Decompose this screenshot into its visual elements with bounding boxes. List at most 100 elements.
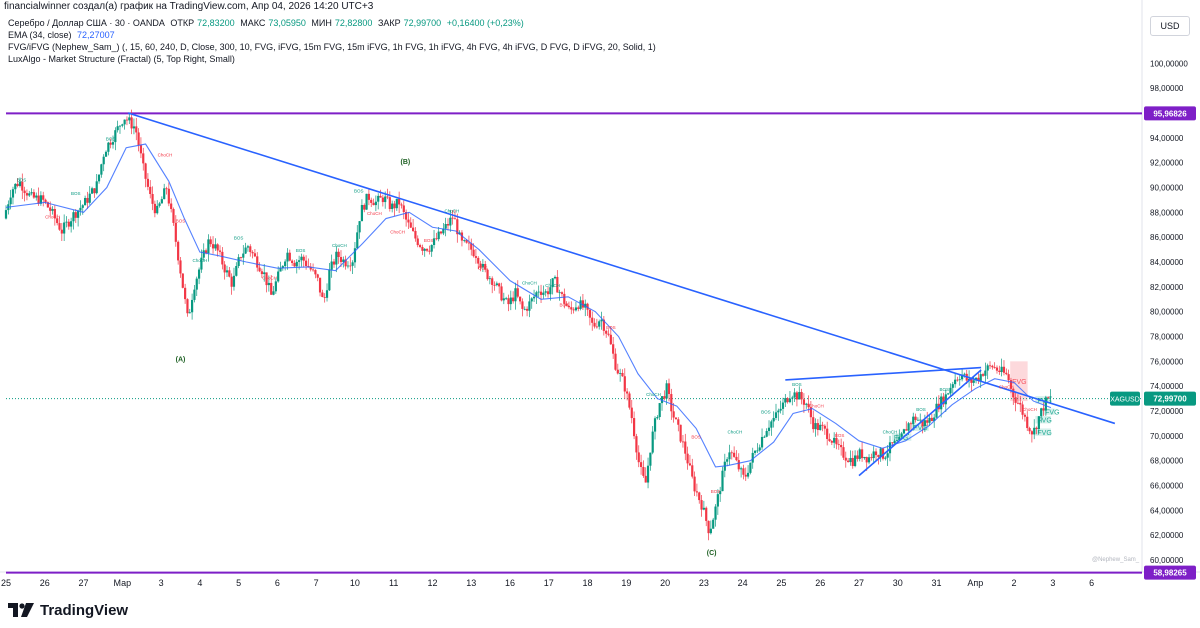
candle — [737, 453, 740, 472]
candle-body — [379, 195, 382, 198]
candle-body — [639, 462, 643, 468]
candle — [263, 264, 266, 282]
candle — [767, 420, 771, 436]
candle — [688, 455, 692, 467]
candle-body — [551, 278, 554, 288]
candle — [1047, 396, 1050, 399]
candle — [123, 119, 126, 130]
candle-body — [1014, 397, 1017, 403]
candle-body — [665, 383, 668, 399]
candle-body — [316, 274, 319, 278]
legend-fvg-row[interactable]: FVG/iFVG (Nephew_Sam_) (, 15, 60, 240, D… — [8, 41, 659, 53]
candle-body — [519, 296, 522, 302]
ohlc-change: +0,16400 (+0,23%) — [446, 18, 524, 28]
candle — [86, 191, 89, 209]
y-tick-label: 90,00000 — [1150, 183, 1184, 192]
structure-label: ChoCH — [262, 275, 277, 280]
x-tick-label: 19 — [621, 578, 631, 588]
candle-body — [823, 425, 826, 429]
candle-body — [349, 265, 352, 267]
candle — [330, 254, 333, 278]
candle — [626, 388, 629, 401]
candle — [88, 186, 91, 205]
candle — [407, 212, 410, 229]
candle-body — [418, 245, 422, 248]
candle-body — [809, 407, 812, 418]
x-tick-label: 27 — [854, 578, 864, 588]
candle-body — [207, 239, 210, 254]
candle-body — [486, 269, 489, 280]
candle — [905, 421, 908, 431]
candle-body — [995, 367, 999, 371]
legend-luxalgo-row[interactable]: LuxAlgo - Market Structure (Fractal) (5,… — [8, 53, 659, 65]
candle-body — [197, 269, 201, 279]
candle — [781, 397, 785, 415]
candle-body — [763, 436, 766, 438]
candle-body — [842, 447, 845, 458]
y-tick-label: 60,00000 — [1150, 556, 1184, 565]
candle — [563, 288, 566, 309]
candle-body — [53, 208, 56, 219]
candle-body — [788, 398, 792, 403]
candle-body — [163, 188, 166, 200]
structure-label: BOS — [478, 265, 488, 270]
candle-body — [847, 460, 850, 463]
candle — [177, 240, 180, 265]
candle — [174, 215, 177, 247]
candle-body — [149, 186, 152, 195]
legend-symbol-row[interactable]: Серебро / Доллар США · 30 · OANDA ОТКР 72… — [8, 17, 659, 29]
candle-body — [360, 204, 364, 222]
x-tick-label: 7 — [314, 578, 319, 588]
candle-body — [281, 266, 284, 268]
candle — [288, 249, 291, 262]
candle-body — [221, 251, 224, 265]
candle-body — [609, 334, 612, 345]
x-tick-label: 4 — [197, 578, 202, 588]
candle-body — [377, 195, 380, 202]
candle-body — [619, 372, 622, 374]
candle — [30, 188, 33, 196]
candle — [588, 309, 591, 326]
candle-body — [749, 462, 752, 473]
candle — [709, 520, 712, 535]
currency-button[interactable]: USD — [1150, 16, 1190, 36]
candle — [344, 255, 347, 270]
candle-body — [165, 188, 168, 190]
candle — [42, 191, 45, 207]
candle-body — [277, 271, 280, 282]
candle — [863, 456, 866, 460]
candle-body — [835, 437, 838, 445]
ohlc-low-label: МИН — [311, 18, 332, 28]
candle — [165, 186, 168, 195]
luxalgo-indicator-label: LuxAlgo - Market Structure (Fractal) (5,… — [8, 54, 235, 64]
symbol-tag-label: XAGUSD — [1110, 397, 1140, 404]
candle — [621, 369, 624, 377]
candle-body — [18, 181, 22, 186]
candle — [353, 241, 357, 268]
tradingview-logo[interactable]: TradingView — [8, 600, 128, 620]
candle-body — [28, 193, 31, 196]
candle-body — [670, 394, 673, 412]
candle-body — [886, 453, 889, 458]
candle-body — [256, 256, 259, 268]
candle-body — [986, 365, 989, 371]
candle-body — [272, 291, 275, 295]
candle-body — [916, 419, 920, 421]
candle-body — [528, 301, 531, 311]
candle — [674, 417, 678, 420]
candle — [28, 190, 31, 198]
candle-body — [456, 219, 459, 235]
candle-body — [130, 117, 133, 129]
x-tick-label: 25 — [776, 578, 786, 588]
candle — [302, 254, 305, 268]
candle — [58, 216, 61, 231]
candle-body — [686, 453, 689, 464]
x-tick-label: 27 — [79, 578, 89, 588]
legend-ema-row[interactable]: EMA (34, close) 72,27007 — [8, 29, 659, 41]
candle-body — [935, 403, 938, 418]
structure-label: BOS — [792, 382, 802, 387]
candle-body — [318, 277, 322, 293]
candle — [70, 217, 73, 233]
candle-body — [998, 370, 1001, 372]
